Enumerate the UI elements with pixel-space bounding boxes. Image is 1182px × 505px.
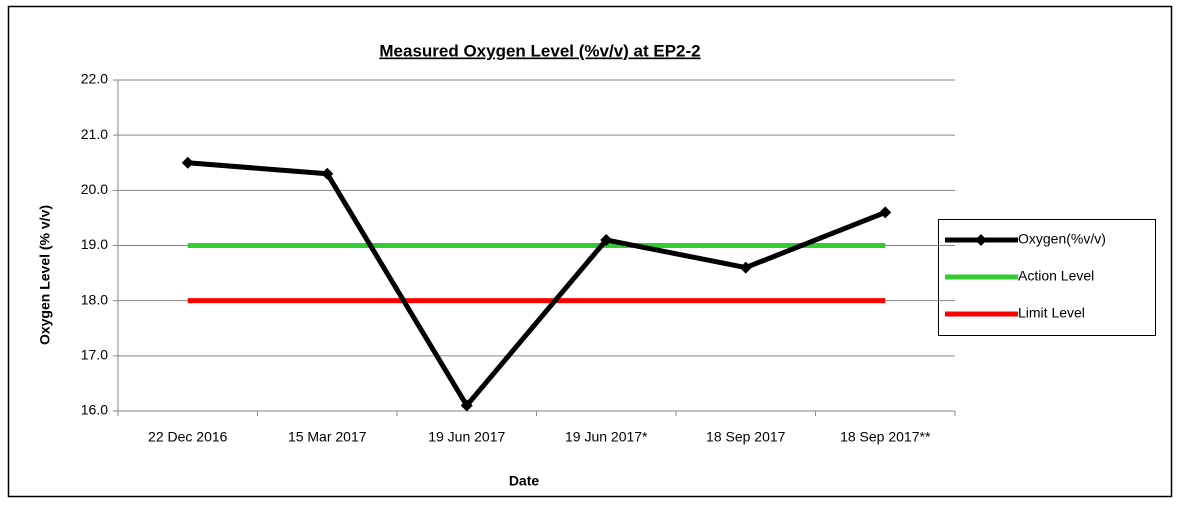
- legend-label: Limit Level: [1018, 305, 1085, 321]
- y-tick-label: 21.0: [81, 126, 108, 142]
- x-tick-label: 18 Sep 2017**: [840, 429, 931, 445]
- marker: [739, 261, 752, 274]
- marker: [321, 167, 334, 180]
- x-tick-label: 19 Jun 2017*: [565, 429, 648, 445]
- y-tick-label: 22.0: [81, 71, 108, 87]
- y-tick-label: 17.0: [81, 347, 108, 363]
- x-tick-label: 15 Mar 2017: [288, 429, 367, 445]
- chart-title: Measured Oxygen Level (%v/v) at EP2-2: [379, 41, 700, 60]
- y-axis-label: Oxygen Level (% v/v): [37, 205, 53, 345]
- x-axis-label: Date: [509, 473, 540, 489]
- y-tick-label: 18.0: [81, 291, 108, 307]
- x-tick-label: 22 Dec 2016: [148, 429, 228, 445]
- legend-marker: [975, 234, 987, 246]
- legend-label: Oxygen(%v/v): [1018, 231, 1106, 247]
- x-tick-label: 19 Jun 2017: [428, 429, 505, 445]
- marker: [600, 233, 613, 246]
- marker: [181, 156, 194, 169]
- x-tick-label: 18 Sep 2017: [706, 429, 786, 445]
- y-tick-label: 16.0: [81, 402, 108, 418]
- marker: [879, 206, 892, 219]
- y-tick-label: 20.0: [81, 181, 108, 197]
- marker: [460, 399, 473, 412]
- y-tick-label: 19.0: [81, 236, 108, 252]
- series-line: [187, 160, 887, 408]
- legend-label: Action Level: [1018, 268, 1094, 284]
